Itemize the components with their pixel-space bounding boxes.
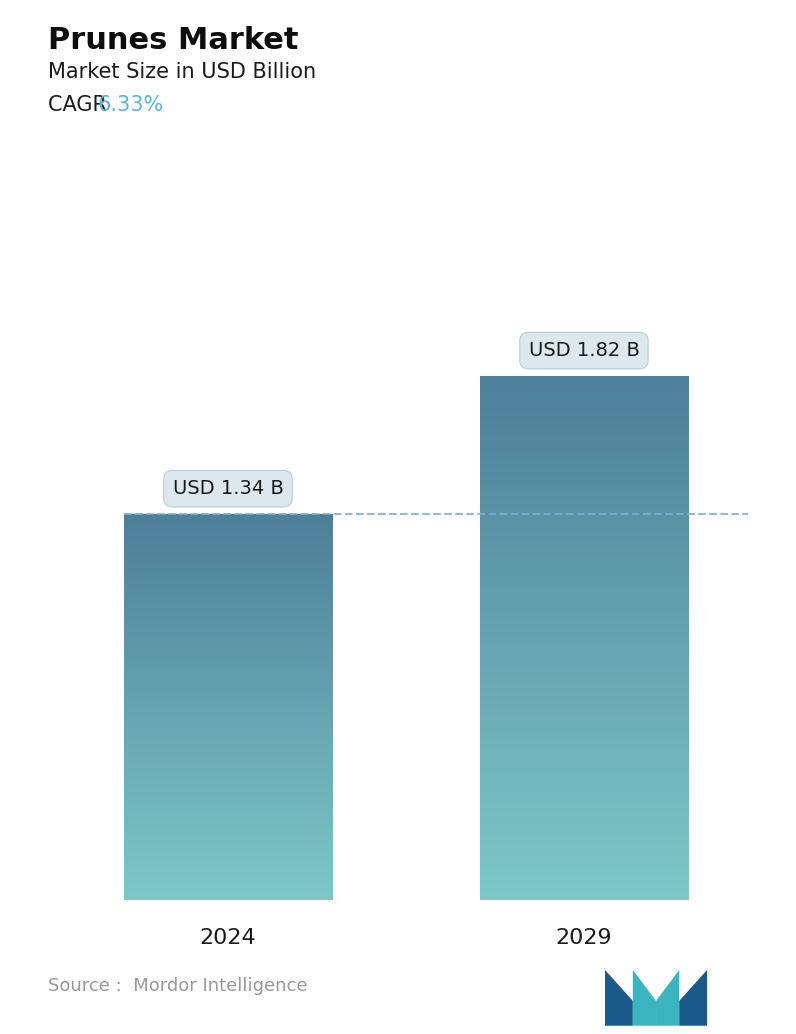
Text: Market Size in USD Billion: Market Size in USD Billion <box>48 62 316 82</box>
Text: 2024: 2024 <box>200 929 256 948</box>
Text: USD 1.82 B: USD 1.82 B <box>529 341 639 360</box>
Polygon shape <box>679 970 707 1026</box>
Text: Prunes Market: Prunes Market <box>48 26 298 55</box>
Polygon shape <box>605 970 633 1026</box>
Text: 6.33%: 6.33% <box>97 95 163 115</box>
Text: 2029: 2029 <box>556 929 612 948</box>
Text: Source :  Mordor Intelligence: Source : Mordor Intelligence <box>48 977 307 995</box>
Text: USD 1.34 B: USD 1.34 B <box>173 479 283 498</box>
Text: CAGR: CAGR <box>48 95 113 115</box>
Polygon shape <box>656 970 679 1026</box>
Polygon shape <box>633 970 656 1026</box>
